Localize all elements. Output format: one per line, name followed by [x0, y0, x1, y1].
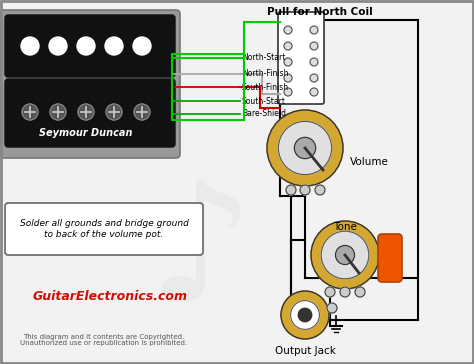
Text: Bare-Shield: Bare-Shield	[242, 110, 286, 119]
Circle shape	[311, 221, 379, 289]
Text: Pull for North Coil: Pull for North Coil	[267, 7, 373, 17]
Circle shape	[310, 42, 318, 50]
Circle shape	[321, 231, 369, 279]
Circle shape	[310, 26, 318, 34]
Circle shape	[300, 185, 310, 195]
Circle shape	[294, 137, 316, 159]
FancyBboxPatch shape	[278, 12, 324, 104]
FancyBboxPatch shape	[0, 10, 180, 158]
Circle shape	[310, 74, 318, 82]
Circle shape	[310, 58, 318, 66]
Circle shape	[134, 104, 150, 120]
Text: Seymour Duncan: Seymour Duncan	[39, 128, 133, 138]
Circle shape	[49, 37, 67, 55]
Text: GuitarElectronics.com: GuitarElectronics.com	[33, 289, 188, 302]
Text: ♪: ♪	[147, 174, 253, 336]
Circle shape	[327, 303, 337, 313]
Circle shape	[133, 37, 151, 55]
FancyBboxPatch shape	[5, 79, 175, 147]
Circle shape	[336, 245, 355, 265]
Circle shape	[291, 301, 319, 329]
Circle shape	[284, 42, 292, 50]
Text: South-Start: South-Start	[242, 96, 286, 106]
Circle shape	[78, 104, 94, 120]
Text: Tone: Tone	[333, 222, 357, 232]
Text: Output Jack: Output Jack	[274, 346, 336, 356]
Bar	[172, 54, 244, 120]
FancyBboxPatch shape	[378, 234, 402, 282]
Circle shape	[284, 88, 292, 96]
Circle shape	[281, 291, 329, 339]
Circle shape	[340, 287, 350, 297]
Text: North-Finish: North-Finish	[242, 70, 289, 79]
Circle shape	[355, 287, 365, 297]
Circle shape	[21, 37, 39, 55]
Text: Solder all grounds and bridge ground
to back of the volume pot.: Solder all grounds and bridge ground to …	[19, 219, 189, 239]
Circle shape	[22, 104, 38, 120]
Circle shape	[105, 37, 123, 55]
Circle shape	[315, 185, 325, 195]
Circle shape	[267, 110, 343, 186]
Circle shape	[284, 58, 292, 66]
Circle shape	[284, 74, 292, 82]
Circle shape	[106, 104, 122, 120]
Text: Volume: Volume	[350, 157, 389, 167]
Circle shape	[298, 308, 312, 322]
Circle shape	[77, 37, 95, 55]
Circle shape	[325, 287, 335, 297]
Text: This diagram and it contents are Copyrighted.
Unauthorized use or republication : This diagram and it contents are Copyrig…	[20, 333, 188, 347]
FancyBboxPatch shape	[5, 15, 175, 77]
Circle shape	[278, 122, 332, 175]
Circle shape	[310, 88, 318, 96]
Circle shape	[286, 185, 296, 195]
Circle shape	[284, 26, 292, 34]
FancyBboxPatch shape	[5, 203, 203, 255]
Circle shape	[50, 104, 66, 120]
Text: South-Finish: South-Finish	[242, 83, 289, 91]
Text: North-Start: North-Start	[242, 54, 285, 63]
